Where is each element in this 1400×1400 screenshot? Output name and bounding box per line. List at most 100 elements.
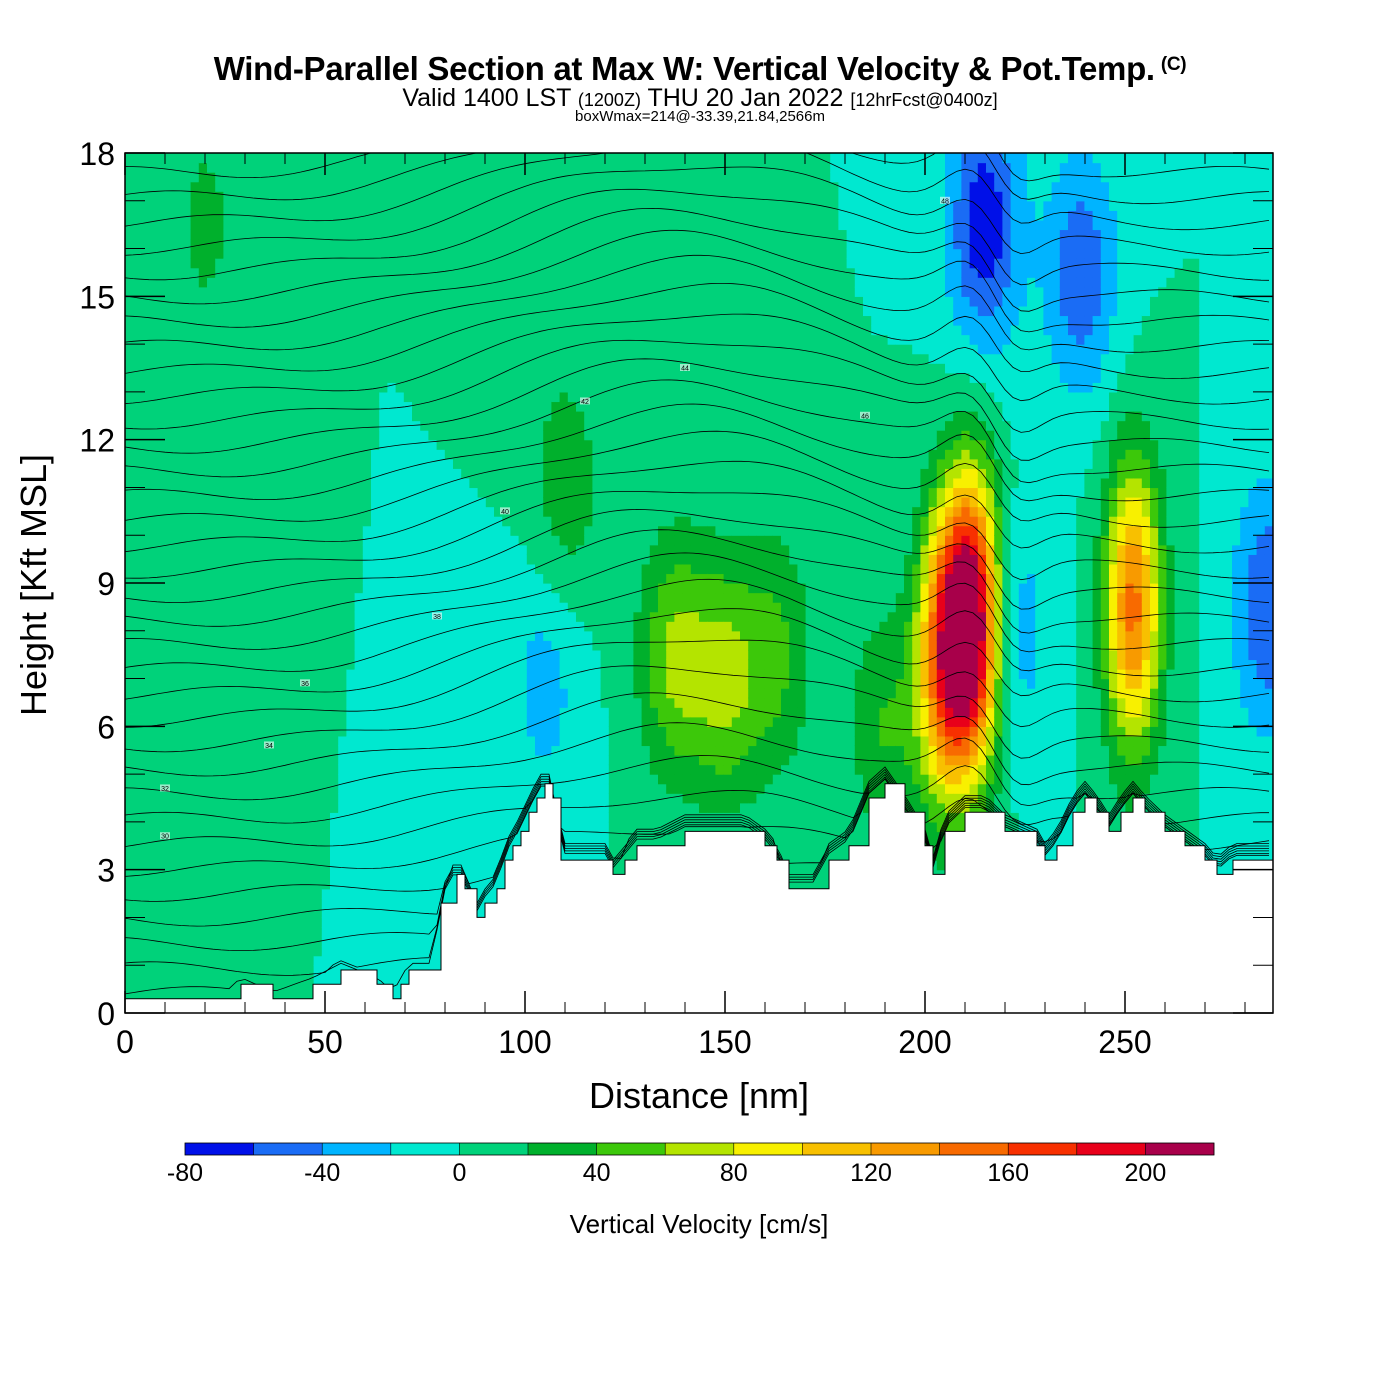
velocity-cell: [297, 353, 306, 364]
velocity-cell: [444, 391, 454, 403]
velocity-cell: [297, 735, 306, 747]
velocity-cell: [125, 162, 134, 173]
velocity-cell: [379, 181, 388, 192]
velocity-cell: [403, 649, 413, 661]
velocity-cell: [149, 755, 159, 766]
velocity-cell: [174, 267, 183, 278]
velocity-cell: [444, 841, 454, 852]
velocity-cell: [420, 353, 429, 364]
velocity-cell: [198, 745, 208, 756]
velocity-cell: [576, 764, 585, 775]
velocity-cell: [305, 821, 315, 833]
velocity-cell: [354, 745, 364, 756]
velocity-cell: [436, 783, 446, 794]
velocity-cell: [444, 602, 454, 613]
velocity-cell: [215, 248, 224, 259]
velocity-cell: [428, 936, 438, 947]
velocity-cell: [272, 477, 282, 489]
velocity-cell: [567, 821, 577, 833]
velocity-cell: [190, 439, 200, 450]
velocity-cell: [477, 841, 487, 852]
velocity-cell: [494, 277, 503, 288]
velocity-cell: [157, 630, 167, 641]
velocity-cell: [453, 850, 462, 861]
velocity-cell: [412, 162, 421, 173]
velocity-cell: [395, 219, 405, 231]
velocity-cell: [485, 678, 495, 689]
velocity-cell: [444, 688, 454, 699]
velocity-cell: [133, 353, 142, 364]
velocity-cell: [141, 363, 151, 374]
velocity-cell: [289, 850, 298, 861]
velocity-cell: [395, 869, 405, 880]
velocity-cell: [248, 525, 257, 536]
velocity-cell: [338, 821, 347, 833]
velocity-cell: [395, 468, 405, 479]
velocity-cell: [338, 955, 347, 966]
velocity-cell: [272, 831, 282, 842]
velocity-cell: [190, 946, 200, 957]
velocity-cell: [305, 267, 315, 278]
velocity-cell: [190, 286, 200, 297]
velocity-cell: [420, 649, 429, 661]
velocity-cell: [395, 821, 405, 833]
velocity-cell: [166, 239, 175, 250]
velocity-cell: [379, 831, 388, 842]
velocity-cell: [231, 812, 241, 823]
velocity-cell: [190, 735, 200, 747]
velocity-cell: [354, 716, 364, 727]
velocity-cell: [133, 449, 142, 460]
velocity-cell: [362, 487, 372, 498]
velocity-cell: [289, 678, 298, 689]
velocity-cell: [133, 649, 142, 661]
velocity-cell: [354, 898, 364, 909]
velocity-cell: [231, 841, 241, 852]
velocity-cell: [256, 764, 265, 775]
velocity-cell: [305, 793, 315, 804]
velocity-cell: [174, 401, 183, 412]
velocity-cell: [239, 965, 249, 976]
velocity-cell: [453, 812, 462, 823]
velocity-cell: [239, 477, 249, 489]
velocity-cell: [576, 783, 585, 794]
velocity-cell: [395, 458, 405, 469]
velocity-cell: [551, 516, 561, 527]
velocity-cell: [403, 525, 413, 536]
velocity-cell: [305, 411, 315, 422]
velocity-cell: [182, 888, 192, 899]
velocity-cell: [461, 583, 470, 594]
velocity-cell: [354, 812, 364, 823]
velocity-cell: [444, 258, 454, 269]
velocity-cell: [248, 411, 257, 422]
velocity-cell: [403, 162, 413, 173]
velocity-cell: [543, 191, 552, 202]
velocity-cell: [543, 630, 552, 641]
velocity-cell: [133, 248, 142, 259]
velocity-cell: [264, 477, 274, 489]
velocity-cell: [403, 745, 413, 756]
velocity-cell: [485, 755, 495, 766]
velocity-cell: [338, 191, 347, 202]
velocity-cell: [239, 353, 249, 364]
velocity-cell: [559, 239, 569, 250]
velocity-cell: [321, 821, 331, 833]
velocity-cell: [395, 382, 405, 393]
velocity-cell: [395, 353, 405, 364]
velocity-cell: [412, 649, 421, 661]
velocity-cell: [239, 219, 249, 231]
velocity-cell: [526, 573, 536, 584]
velocity-cell: [133, 783, 142, 794]
velocity-cell: [502, 153, 511, 164]
velocity-cell: [198, 917, 208, 928]
velocity-cell: [535, 296, 544, 307]
velocity-cell: [157, 172, 167, 183]
velocity-cell: [239, 955, 249, 966]
velocity-cell: [469, 487, 479, 498]
velocity-cell: [346, 802, 356, 813]
velocity-cell: [231, 802, 241, 813]
velocity-cell: [444, 477, 454, 489]
velocity-cell: [264, 649, 274, 661]
velocity-cell: [330, 974, 339, 985]
velocity-cell: [510, 401, 520, 412]
velocity-cell: [133, 774, 142, 785]
